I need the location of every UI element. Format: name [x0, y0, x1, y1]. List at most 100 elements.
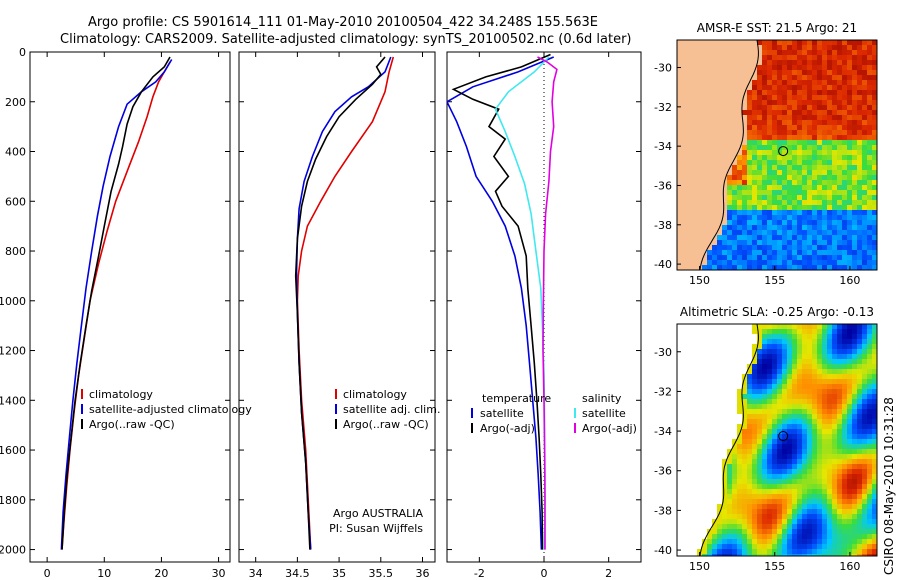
- map-cell: [702, 250, 707, 255]
- map-cell: [767, 95, 772, 100]
- map-cell: [857, 474, 862, 479]
- map-cell: [807, 200, 812, 205]
- map-cell: [827, 424, 832, 429]
- map-cell: [807, 444, 812, 449]
- map-cell: [792, 349, 797, 354]
- map-cell: [682, 75, 687, 80]
- map-cell: [802, 215, 807, 220]
- map-cell: [767, 165, 772, 170]
- map-cell: [872, 474, 877, 479]
- map-cell: [857, 170, 862, 175]
- map-cell: [847, 155, 852, 160]
- map-cell: [832, 504, 837, 509]
- map-cell: [752, 135, 757, 140]
- map-cell: [727, 135, 732, 140]
- map-cell: [812, 479, 817, 484]
- map-cell: [762, 90, 767, 95]
- map-cell: [722, 524, 727, 529]
- map-cell: [792, 369, 797, 374]
- map-cell: [842, 170, 847, 175]
- map-cell: [802, 419, 807, 424]
- map-cell: [827, 529, 832, 534]
- map-cell: [697, 140, 702, 145]
- map-cell: [782, 494, 787, 499]
- map-cell: [872, 65, 877, 70]
- map-cell: [847, 519, 852, 524]
- map-cell: [807, 419, 812, 424]
- map-cell: [847, 339, 852, 344]
- map-cell: [807, 509, 812, 514]
- map-cell: [742, 240, 747, 245]
- map-cell: [787, 364, 792, 369]
- map-cell: [862, 190, 867, 195]
- map-cell: [837, 329, 842, 334]
- map-cell: [807, 220, 812, 225]
- map-cell: [842, 230, 847, 235]
- map-cell: [782, 215, 787, 220]
- map-cell: [692, 220, 697, 225]
- map-cell: [787, 369, 792, 374]
- map-cell: [777, 414, 782, 419]
- map-cell: [857, 329, 862, 334]
- map-cell: [852, 75, 857, 80]
- map-cell: [787, 90, 792, 95]
- map-cell: [762, 379, 767, 384]
- map-cell: [767, 65, 772, 70]
- map-cell: [772, 539, 777, 544]
- map-cell: [762, 240, 767, 245]
- map-cell: [682, 140, 687, 145]
- map-cell: [852, 364, 857, 369]
- map-cell: [777, 399, 782, 404]
- map-cell: [847, 70, 852, 75]
- map-cell: [757, 369, 762, 374]
- map-cell: [702, 215, 707, 220]
- map-cell: [692, 70, 697, 75]
- map-cell: [802, 529, 807, 534]
- map-cell: [817, 414, 822, 419]
- map-cell: [757, 80, 762, 85]
- map-cell: [702, 210, 707, 215]
- map-cell: [842, 225, 847, 230]
- map-cell: [687, 215, 692, 220]
- map-cell: [827, 524, 832, 529]
- map-cell: [762, 95, 767, 100]
- map-cell: [812, 100, 817, 105]
- map-cell: [797, 554, 802, 556]
- map-cell: [817, 364, 822, 369]
- map-cell: [692, 145, 697, 150]
- map-cell: [827, 359, 832, 364]
- map-cell: [792, 175, 797, 180]
- map-cell: [737, 529, 742, 534]
- map-cell: [762, 85, 767, 90]
- map-cell: [682, 265, 687, 270]
- map-cell: [692, 55, 697, 60]
- map-cell: [812, 344, 817, 349]
- map-cell: [727, 90, 732, 95]
- map-cell: [722, 250, 727, 255]
- map-cell: [822, 339, 827, 344]
- map-cell: [862, 379, 867, 384]
- map-cell: [852, 384, 857, 389]
- map-cell: [792, 339, 797, 344]
- map-cell: [772, 210, 777, 215]
- map-cell: [812, 334, 817, 339]
- map-cell: [762, 364, 767, 369]
- map-cell: [782, 100, 787, 105]
- map-cell: [732, 464, 737, 469]
- map-cell: [857, 190, 862, 195]
- map-cell: [852, 484, 857, 489]
- map-cell: [742, 85, 747, 90]
- map-cell: [842, 439, 847, 444]
- map-cell: [687, 185, 692, 190]
- map-cell: [797, 504, 802, 509]
- map-cell: [732, 554, 737, 556]
- map-cell: [837, 110, 842, 115]
- map-cell: [867, 165, 872, 170]
- map-cell: [787, 40, 792, 45]
- map-cell: [732, 140, 737, 145]
- map-cell: [772, 484, 777, 489]
- map-cell: [762, 554, 767, 556]
- map-cell: [697, 135, 702, 140]
- map-cell: [782, 344, 787, 349]
- profile-panel-1: 0102030temperature0200400600800100012001…: [0, 46, 252, 580]
